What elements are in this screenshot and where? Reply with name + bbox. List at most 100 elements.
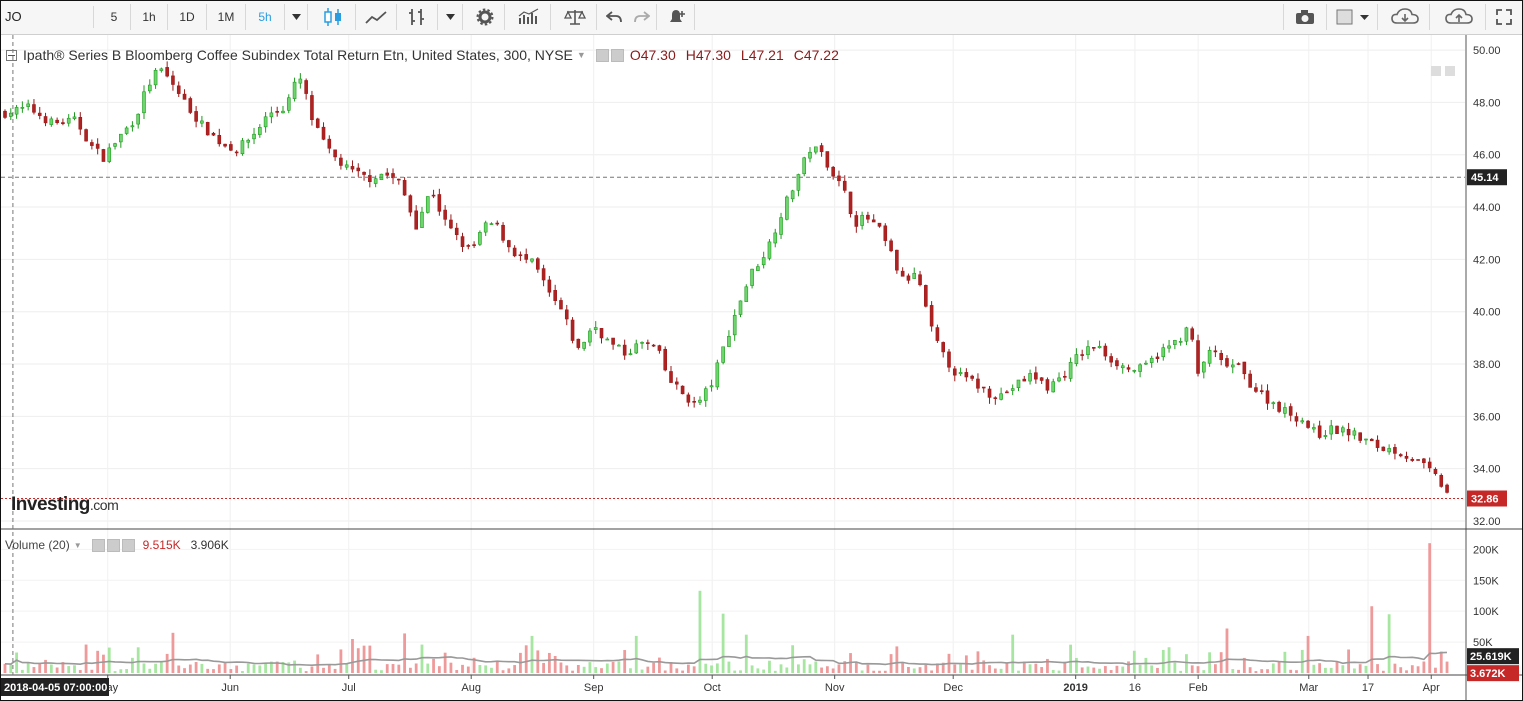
- undo-button[interactable]: [600, 4, 628, 30]
- close-value: C47.22: [793, 47, 839, 63]
- volume-bar: [1196, 666, 1200, 673]
- candles: [3, 61, 1449, 494]
- interval-5-button[interactable]: 5: [98, 4, 131, 30]
- candle-body: [692, 401, 696, 403]
- volume-bar: [791, 645, 795, 673]
- candle-body: [49, 118, 54, 125]
- candle-body: [674, 381, 679, 385]
- bars-style-button[interactable]: [397, 4, 438, 30]
- candle-body: [37, 112, 42, 116]
- interval-1d-button[interactable]: 1D: [168, 4, 207, 30]
- volume-bar: [1103, 666, 1107, 673]
- candle-body: [1300, 420, 1305, 423]
- candle-body: [1341, 427, 1345, 433]
- interval-5h-button[interactable]: 5h: [246, 4, 285, 30]
- candle-body: [738, 300, 743, 315]
- save-chart-button[interactable]: [1433, 4, 1486, 30]
- chart-style-dropdown-button[interactable]: [438, 4, 463, 30]
- candle-body: [113, 143, 117, 147]
- candles-style-button[interactable]: [311, 4, 356, 30]
- settings-button[interactable]: [466, 4, 505, 30]
- crosshair-price-box: [1467, 169, 1507, 186]
- volume-visibility-icon[interactable]: [106, 538, 120, 552]
- volume-bar: [78, 670, 82, 673]
- interval-dropdown-button[interactable]: [285, 4, 308, 30]
- candle-body: [32, 104, 36, 113]
- volume-bar: [1040, 667, 1044, 673]
- candle-body: [205, 122, 210, 136]
- volume-bar: [333, 668, 337, 673]
- candle-body: [680, 385, 685, 395]
- volume-bar: [623, 650, 627, 673]
- load-chart-button[interactable]: [1381, 4, 1430, 30]
- volume-bar: [1405, 670, 1408, 673]
- candle-body: [935, 327, 940, 341]
- candle-body: [119, 133, 123, 143]
- add-alert-button[interactable]: [660, 4, 695, 30]
- candle-body: [1068, 361, 1073, 379]
- chevron-down-icon: [291, 14, 301, 20]
- volume-bar: [1202, 670, 1206, 673]
- candle-body: [663, 348, 668, 371]
- volume-bar: [1266, 669, 1269, 673]
- candle-body: [449, 219, 453, 229]
- volume-label: Volume (20): [5, 538, 70, 552]
- volume-bar: [293, 660, 296, 673]
- candle-body: [1178, 341, 1183, 343]
- candle-body: [813, 146, 818, 153]
- volume-bar: [472, 657, 476, 673]
- volume-bar: [675, 668, 679, 673]
- volume-tick-label: 100K: [1473, 606, 1499, 618]
- candle-body: [512, 247, 517, 257]
- candle-body: [536, 258, 540, 270]
- volume-bar: [1028, 664, 1032, 673]
- candle-body: [744, 286, 749, 302]
- redo-icon: [634, 11, 650, 23]
- price-chart[interactable]: 32.00 34.00 36.00 38.00 40.00 42.00 44.00 46.00…: [1, 35, 1522, 700]
- volume-bar: [20, 669, 24, 673]
- volume-bar: [1022, 661, 1026, 673]
- candle-body: [356, 167, 361, 172]
- candle-body: [912, 272, 917, 279]
- candle-body: [698, 399, 702, 403]
- interval-1m-button[interactable]: 1M: [207, 4, 246, 30]
- volume-settings-icon[interactable]: [91, 538, 105, 552]
- candle-body: [385, 172, 390, 176]
- gear-icon: [476, 8, 494, 26]
- settings-square-icon[interactable]: [595, 48, 609, 62]
- candle-body: [981, 386, 986, 389]
- candle-body: [1277, 401, 1281, 412]
- redo-button[interactable]: [628, 4, 657, 30]
- candle-body: [1433, 468, 1438, 474]
- candle-body: [171, 75, 175, 85]
- volume-ma-label: 25.619K: [1470, 651, 1512, 663]
- volume-bar: [1086, 666, 1090, 673]
- volume-bar: [1410, 665, 1414, 673]
- line-style-button[interactable]: [356, 4, 397, 30]
- volume-dropdown-icon[interactable]: ▼: [73, 540, 82, 550]
- interval-1h-button[interactable]: 1h: [131, 4, 168, 30]
- volume-bar: [831, 668, 835, 673]
- volume-bar: [466, 666, 470, 673]
- volume-bar: [206, 668, 210, 673]
- title-dropdown-icon[interactable]: ▼: [576, 50, 586, 60]
- compare-button[interactable]: [554, 4, 597, 30]
- crosshair-price-label: 45.14: [1471, 172, 1499, 184]
- indicators-button[interactable]: [508, 4, 551, 30]
- volume-bar: [750, 665, 754, 673]
- time-tick-label: Oct: [704, 682, 721, 694]
- layout-button[interactable]: [1329, 4, 1378, 30]
- fullscreen-button[interactable]: [1489, 4, 1519, 30]
- collapse-legend-icon[interactable]: [6, 49, 17, 61]
- screenshot-button[interactable]: [1283, 4, 1327, 30]
- visibility-square-icon[interactable]: [610, 48, 624, 62]
- candle-body: [1352, 430, 1357, 436]
- volume-bar: [1445, 661, 1449, 673]
- time-tick-label: 16: [1129, 682, 1141, 694]
- candle-body: [1016, 379, 1021, 388]
- volume-bar: [327, 664, 331, 673]
- volume-bar: [565, 665, 569, 673]
- symbol-field[interactable]: JO: [5, 6, 94, 28]
- volume-close-icon[interactable]: [121, 538, 135, 552]
- volume-bar: [1295, 670, 1298, 673]
